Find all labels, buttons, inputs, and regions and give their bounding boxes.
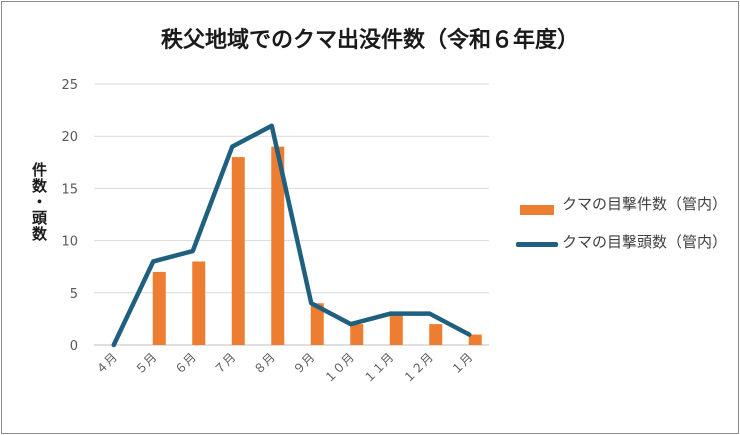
- x-tick-label-4: ８月: [251, 350, 278, 377]
- x-tick-label-7: １１月: [361, 350, 396, 385]
- x-tick-label-5: ９月: [290, 350, 317, 377]
- bar-sightings-9: [468, 334, 482, 345]
- bar-sightings-6: [350, 324, 364, 345]
- legend-label-heads: クマの目撃頭数（管内）: [562, 233, 728, 251]
- x-tick-label-2: ６月: [172, 350, 199, 377]
- legend-bar-swatch: [520, 205, 554, 215]
- y-tick-label-15: 15: [61, 182, 78, 197]
- legend-line-swatch: [516, 242, 558, 247]
- chart-title: 秩父地域でのクマ出没件数（令和６年度）: [160, 28, 579, 53]
- y-tick-label-25: 25: [61, 78, 78, 93]
- y-tick-label-10: 10: [61, 235, 78, 250]
- bar-sightings-2: [192, 261, 206, 345]
- legend-item-sightings: クマの目撃件数（管内）: [512, 190, 732, 218]
- line-heads-series: [111, 123, 472, 348]
- bar-sightings-3: [231, 157, 245, 345]
- x-tick-label-9: １月: [448, 350, 475, 377]
- y-tick-label-20: 20: [61, 130, 78, 145]
- legend-label-sightings: クマの目撃件数（管内）: [562, 195, 728, 213]
- bar-sightings-5: [310, 303, 324, 345]
- y-axis-label: 件数・頭数: [30, 162, 48, 242]
- legend-item-heads: クマの目撃頭数（管内）: [512, 228, 732, 256]
- bar-sightings-1: [152, 271, 166, 345]
- x-tick-label-0: ４月: [93, 350, 120, 377]
- bar-sightings-7: [389, 313, 403, 345]
- x-tick-label-1: ５月: [132, 350, 159, 377]
- x-tick-label-3: ７月: [211, 350, 238, 377]
- y-tick-label-5: 5: [70, 287, 78, 302]
- bar-sightings-4: [271, 146, 285, 345]
- x-tick-label-8: １２月: [401, 350, 436, 385]
- legend: クマの目撃件数（管内） クマの目撃頭数（管内）: [512, 190, 732, 266]
- x-tick-label-6: １０月: [322, 350, 357, 385]
- y-tick-label-0: 0: [70, 339, 78, 354]
- bar-sightings-8: [429, 324, 443, 345]
